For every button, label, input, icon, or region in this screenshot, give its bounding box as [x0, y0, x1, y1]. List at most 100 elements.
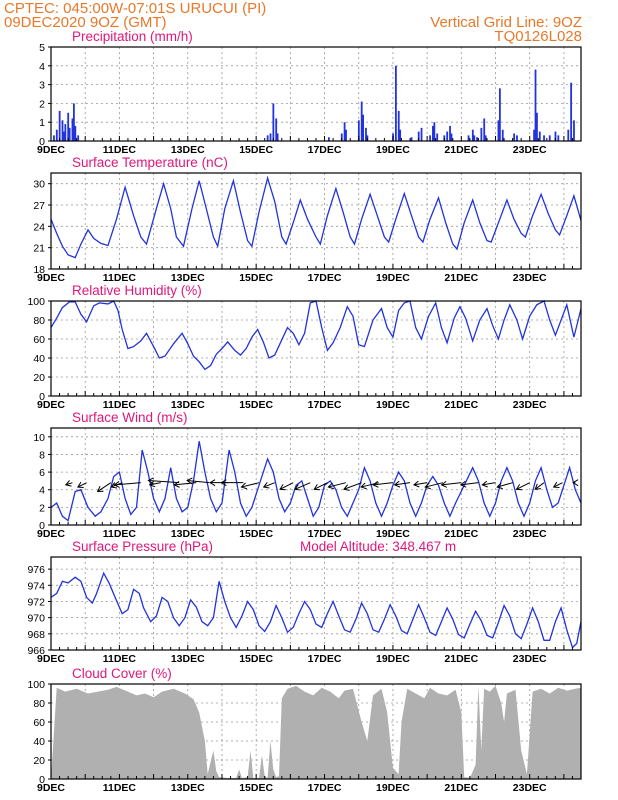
precipitation-frame: [50, 46, 582, 142]
precipitation-ytick-label: 3: [39, 80, 45, 92]
pressure-subtitle: Model Altitude: 348.467 m: [300, 539, 456, 554]
wind-xtick-label: 13DEC: [171, 528, 205, 540]
wind-arrow-head: [459, 480, 467, 488]
wind-arrow-shaft: [294, 482, 311, 490]
precipitation-xtick-label: 21DEC: [444, 144, 478, 156]
wind-arrow-head: [515, 484, 523, 491]
wind-xtick-label: 17DEC: [308, 528, 342, 540]
wind-frame: [50, 427, 582, 526]
wind-panel: Surface Wind (m/s) 0 2 4 6 8 10 9DEC 11DEC 13DEC 1…: [33, 410, 582, 540]
precipitation-bar: [473, 135, 476, 141]
wind-arrow-shaft: [313, 482, 328, 490]
header-grid-note: Vertical Grid Line: 9OZ: [430, 14, 582, 31]
humidity-xtick-label: 21DEC: [444, 399, 478, 411]
cloud-cover-xtick-label: 23DEC: [513, 782, 547, 794]
precipitation-bar: [269, 133, 272, 141]
precipitation-bar: [55, 129, 58, 141]
temperature-xtick-label: 21DEC: [444, 272, 478, 284]
pressure-xtick-label: 17DEC: [308, 653, 342, 665]
wind-title: Surface Wind (m/s): [72, 410, 188, 425]
precipitation-ytick-label: 1: [39, 117, 45, 129]
humidity-xtick-label: 9DEC: [37, 399, 65, 411]
cloud-cover-xtick-label: 15DEC: [239, 782, 273, 794]
wind-arrow-head: [360, 482, 367, 490]
wind-arrow-head: [294, 484, 301, 491]
wind-arrow-shaft: [343, 482, 362, 490]
wind-arrow-shaft: [441, 482, 462, 486]
precipitation-bar: [573, 120, 575, 141]
wind-ytick-label: 0: [39, 520, 45, 532]
humidity-ytick-label: 60: [33, 334, 45, 346]
wind-arrow-head: [496, 482, 503, 490]
header-date: 09DEC2020 9OZ (GMT): [4, 14, 167, 31]
wind-arrow-shaft: [413, 482, 428, 486]
temperature-xtick-label: 9DEC: [37, 272, 65, 284]
humidity-xtick-label: 23DEC: [513, 399, 547, 411]
pressure-series-line: [50, 571, 582, 649]
temperature-xtick-label: 13DEC: [171, 272, 205, 284]
humidity-xtick-label: 19DEC: [376, 399, 410, 411]
precipitation-bar: [480, 127, 483, 141]
wind-arrow-shaft: [97, 482, 112, 492]
precipitation-bar: [554, 131, 557, 141]
cloud-cover-area: [51, 685, 581, 779]
wind-arrow-head: [220, 479, 227, 487]
precipitation-bar: [483, 118, 486, 141]
wind-arrow-head: [148, 480, 156, 488]
wind-xtick-label: 19DEC: [376, 528, 410, 540]
precipitation-bar: [61, 120, 64, 141]
precipitation-bar: [432, 125, 434, 141]
wind-xtick-label: 15DEC: [239, 528, 273, 540]
wind-arrow-shaft: [394, 482, 411, 486]
temperature-series-line: [50, 175, 582, 259]
precipitation-bar: [570, 82, 573, 141]
precipitation-bar: [420, 127, 423, 141]
header-station: CPTEC: 045:00W-07:01S URUCUI (PI): [4, 0, 267, 17]
precipitation-bar: [64, 124, 67, 141]
humidity-ytick-label: 100: [27, 296, 45, 308]
wind-arrow-head: [173, 480, 180, 488]
precipitation-xtick-label: 11DEC: [103, 144, 137, 156]
wind-arrow-shaft: [149, 482, 161, 486]
wind-arrow-shaft: [425, 482, 443, 488]
pressure-xtick-label: 19DEC: [376, 653, 410, 665]
precipitation-bar: [567, 129, 570, 141]
pressure-ytick-label: 972: [27, 596, 45, 608]
precipitation-bar: [357, 120, 360, 141]
precipitation-bar: [58, 110, 61, 141]
wind-xtick-label: 11DEC: [103, 528, 137, 540]
precipitation-ytick-label: 5: [39, 42, 45, 54]
precipitation-xtick-label: 9DEC: [37, 144, 65, 156]
pressure-xtick-label: 15DEC: [239, 653, 273, 665]
precipitation-xtick-label: 13DEC: [171, 144, 205, 156]
wind-ytick-label: 10: [33, 432, 45, 444]
wind-arrow-head: [240, 482, 248, 490]
precipitation-bar: [557, 135, 560, 141]
precipitation-bar: [543, 135, 545, 141]
wind-arrow-head: [209, 479, 216, 487]
precipitation-xtick-label: 23DEC: [513, 144, 547, 156]
precipitation-xtick-label: 17DEC: [308, 144, 342, 156]
pressure-ytick-label: 970: [27, 613, 45, 625]
wind-arrow-shaft: [482, 482, 496, 486]
cloud-cover-xtick-label: 17DEC: [308, 782, 342, 794]
precipitation-bar: [471, 129, 474, 141]
temperature-title: Surface Temperature (nC): [72, 155, 228, 170]
humidity-ytick-label: 0: [39, 391, 45, 403]
temperature-ytick-label: 27: [33, 200, 45, 212]
wind-arrow-shaft: [553, 482, 563, 488]
wind-ytick-label: 4: [39, 485, 45, 497]
precipitation-ytick-label: 4: [39, 61, 45, 73]
humidity-ytick-label: 80: [33, 315, 45, 327]
pressure-ytick-label: 966: [27, 645, 45, 657]
precipitation-bar: [501, 129, 504, 141]
precipitation-bar: [436, 133, 439, 141]
cloud-cover-ytick-label: 20: [33, 755, 45, 767]
pressure-ytick-label: 968: [27, 629, 45, 641]
wind-arrow-head: [186, 477, 193, 485]
precipitation-bar: [467, 135, 470, 141]
pressure-frame: [50, 556, 582, 651]
wind-ytick-label: 2: [39, 502, 45, 514]
cloud-cover-xtick-label: 13DEC: [171, 782, 205, 794]
